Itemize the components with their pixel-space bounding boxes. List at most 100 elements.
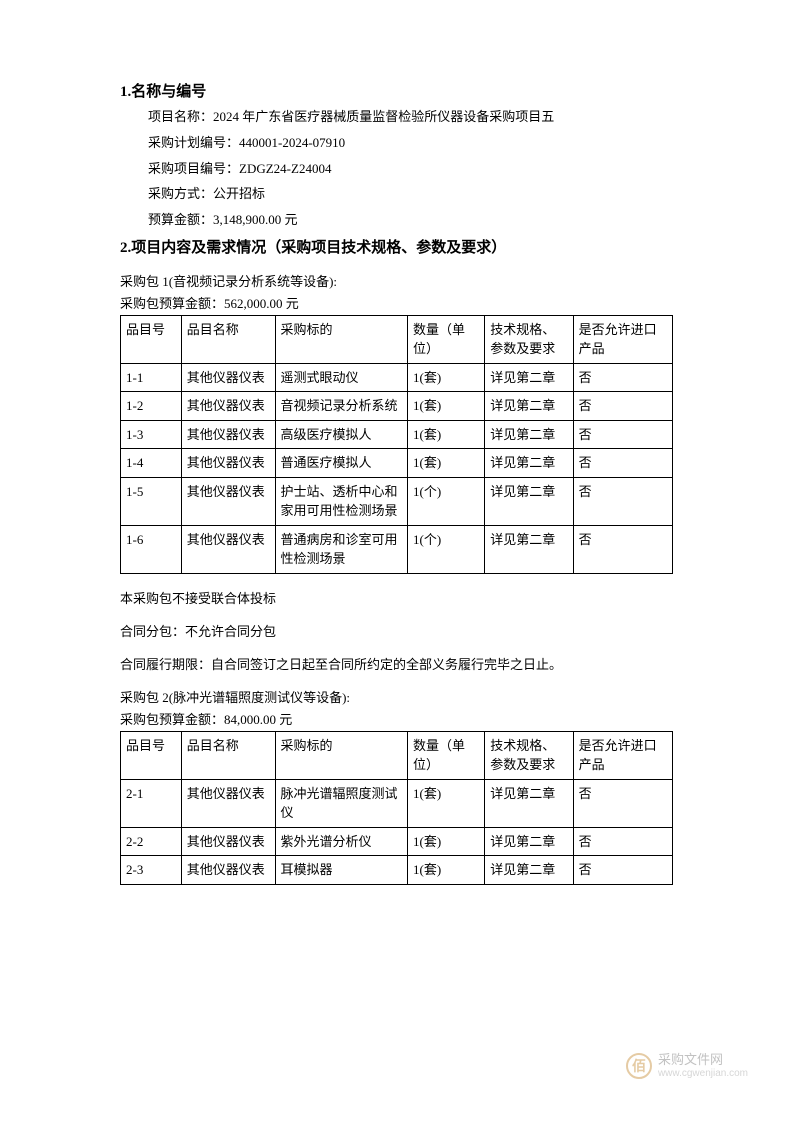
table-row: 2-3 其他仪器仪表 耳模拟器 1(套) 详见第二章 否	[121, 856, 673, 885]
item-no-line: 采购项目编号：ZDGZ24-Z24004	[148, 159, 673, 180]
cell-qty: 1(套)	[408, 392, 485, 421]
package1-table: 品目号 品目名称 采购标的 数量（单位） 技术规格、参数及要求 是否允许进口产品…	[120, 315, 673, 574]
method-line: 采购方式：公开招标	[148, 184, 673, 205]
cell-import: 否	[573, 477, 672, 525]
project-name-value: 2024 年广东省医疗器械质量监督检验所仪器设备采购项目五	[213, 109, 554, 124]
package1-budget-label: 采购包预算金额：	[120, 296, 224, 311]
section1-title: 1.名称与编号	[120, 80, 673, 101]
cell-import: 否	[573, 420, 672, 449]
package1-title: 采购包 1(音视频记录分析系统等设备):	[120, 271, 673, 290]
cell-qty: 1(个)	[408, 477, 485, 525]
cell-qty: 1(套)	[408, 449, 485, 478]
cell-qty: 1(套)	[408, 827, 485, 856]
header-import: 是否允许进口产品	[573, 315, 672, 363]
note-consortium: 本采购包不接受联合体投标	[120, 588, 673, 607]
cell-name: 其他仪器仪表	[181, 827, 275, 856]
budget-label: 预算金额：	[148, 212, 213, 227]
package2-budget-label: 采购包预算金额：	[120, 712, 224, 727]
cell-target: 耳模拟器	[275, 856, 407, 885]
watermark-url: www.cgwenjian.com	[658, 1068, 748, 1080]
header-target: 采购标的	[275, 315, 407, 363]
watermark-icon: 佰	[626, 1053, 652, 1079]
watermark: 佰 采购文件网 www.cgwenjian.com	[626, 1052, 748, 1080]
cell-spec: 详见第二章	[485, 856, 573, 885]
cell-import: 否	[573, 779, 672, 827]
cell-spec: 详见第二章	[485, 420, 573, 449]
cell-id: 1-6	[121, 525, 182, 573]
cell-spec: 详见第二章	[485, 827, 573, 856]
cell-qty: 1(套)	[408, 856, 485, 885]
cell-target: 遥测式眼动仪	[275, 363, 407, 392]
cell-import: 否	[573, 363, 672, 392]
method-value: 公开招标	[213, 186, 265, 201]
cell-qty: 1(套)	[408, 779, 485, 827]
cell-name: 其他仪器仪表	[181, 363, 275, 392]
watermark-text: 采购文件网	[658, 1052, 748, 1068]
project-name-line: 项目名称：2024 年广东省医疗器械质量监督检验所仪器设备采购项目五	[148, 107, 673, 128]
package1-budget-value: 562,000.00 元	[224, 296, 299, 311]
cell-name: 其他仪器仪表	[181, 420, 275, 449]
item-no-value: ZDGZ24-Z24004	[239, 161, 331, 176]
cell-id: 2-3	[121, 856, 182, 885]
cell-import: 否	[573, 525, 672, 573]
note-period: 合同履行期限：自合同签订之日起至合同所约定的全部义务履行完毕之日止。	[120, 654, 673, 673]
cell-qty: 1(套)	[408, 363, 485, 392]
table-row: 2-1 其他仪器仪表 脉冲光谱辐照度测试仪 1(套) 详见第二章 否	[121, 779, 673, 827]
budget-value: 3,148,900.00 元	[213, 212, 298, 227]
header-qty: 数量（单位）	[408, 315, 485, 363]
item-no-label: 采购项目编号：	[148, 161, 239, 176]
cell-target: 普通病房和诊室可用性检测场景	[275, 525, 407, 573]
cell-name: 其他仪器仪表	[181, 449, 275, 478]
header-spec: 技术规格、参数及要求	[485, 315, 573, 363]
package2-table: 品目号 品目名称 采购标的 数量（单位） 技术规格、参数及要求 是否允许进口产品…	[120, 731, 673, 885]
cell-import: 否	[573, 392, 672, 421]
table-header-row: 品目号 品目名称 采购标的 数量（单位） 技术规格、参数及要求 是否允许进口产品	[121, 315, 673, 363]
note-subcontract: 合同分包：不允许合同分包	[120, 621, 673, 640]
cell-qty: 1(套)	[408, 420, 485, 449]
cell-id: 2-1	[121, 779, 182, 827]
cell-name: 其他仪器仪表	[181, 392, 275, 421]
package2-budget-line: 采购包预算金额：84,000.00 元	[120, 709, 673, 728]
cell-spec: 详见第二章	[485, 363, 573, 392]
cell-name: 其他仪器仪表	[181, 856, 275, 885]
cell-id: 1-1	[121, 363, 182, 392]
plan-no-label: 采购计划编号：	[148, 135, 239, 150]
cell-target: 护士站、透析中心和家用可用性检测场景	[275, 477, 407, 525]
cell-id: 1-2	[121, 392, 182, 421]
header-id: 品目号	[121, 315, 182, 363]
cell-spec: 详见第二章	[485, 477, 573, 525]
header-import: 是否允许进口产品	[573, 731, 672, 779]
table-row: 1-1 其他仪器仪表 遥测式眼动仪 1(套) 详见第二章 否	[121, 363, 673, 392]
package2-title: 采购包 2(脉冲光谱辐照度测试仪等设备):	[120, 687, 673, 706]
cell-id: 1-4	[121, 449, 182, 478]
plan-no-value: 440001-2024-07910	[239, 135, 345, 150]
cell-name: 其他仪器仪表	[181, 525, 275, 573]
cell-id: 1-5	[121, 477, 182, 525]
cell-target: 普通医疗模拟人	[275, 449, 407, 478]
package2-budget-value: 84,000.00 元	[224, 712, 292, 727]
header-target: 采购标的	[275, 731, 407, 779]
package1-budget-line: 采购包预算金额：562,000.00 元	[120, 293, 673, 312]
cell-target: 紫外光谱分析仪	[275, 827, 407, 856]
section2-title: 2.项目内容及需求情况（采购项目技术规格、参数及要求）	[120, 236, 673, 257]
cell-spec: 详见第二章	[485, 525, 573, 573]
table-row: 1-6 其他仪器仪表 普通病房和诊室可用性检测场景 1(个) 详见第二章 否	[121, 525, 673, 573]
cell-target: 高级医疗模拟人	[275, 420, 407, 449]
header-spec: 技术规格、参数及要求	[485, 731, 573, 779]
table-header-row: 品目号 品目名称 采购标的 数量（单位） 技术规格、参数及要求 是否允许进口产品	[121, 731, 673, 779]
watermark-text-group: 采购文件网 www.cgwenjian.com	[658, 1052, 748, 1080]
header-name: 品目名称	[181, 731, 275, 779]
table-row: 1-4 其他仪器仪表 普通医疗模拟人 1(套) 详见第二章 否	[121, 449, 673, 478]
cell-import: 否	[573, 856, 672, 885]
header-name: 品目名称	[181, 315, 275, 363]
table-row: 1-5 其他仪器仪表 护士站、透析中心和家用可用性检测场景 1(个) 详见第二章…	[121, 477, 673, 525]
cell-target: 音视频记录分析系统	[275, 392, 407, 421]
cell-name: 其他仪器仪表	[181, 477, 275, 525]
cell-target: 脉冲光谱辐照度测试仪	[275, 779, 407, 827]
header-qty: 数量（单位）	[408, 731, 485, 779]
budget-line: 预算金额：3,148,900.00 元	[148, 210, 673, 231]
cell-id: 2-2	[121, 827, 182, 856]
cell-spec: 详见第二章	[485, 449, 573, 478]
cell-spec: 详见第二章	[485, 779, 573, 827]
cell-import: 否	[573, 449, 672, 478]
